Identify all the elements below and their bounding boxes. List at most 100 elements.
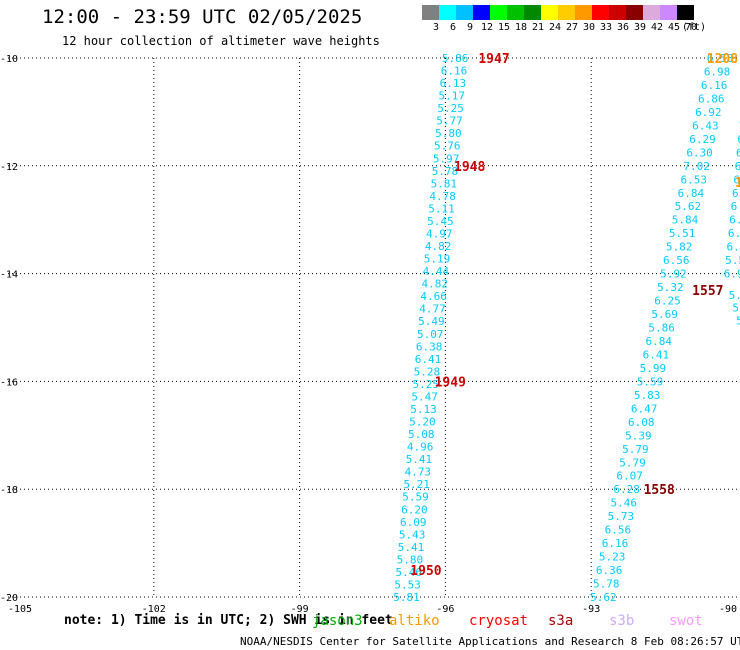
wave-height-value: 6.09: [400, 516, 427, 529]
lon-tick-label: -102: [142, 604, 166, 615]
wave-height-value: 5.81: [393, 591, 420, 604]
wave-height-value: 4.96: [407, 441, 434, 454]
legend-tick-label: 15: [498, 22, 511, 33]
legend-tick-label: 36: [617, 22, 630, 33]
legend-tick-label: 39: [634, 22, 647, 33]
legend-swatch: [439, 5, 456, 20]
wave-height-value: 5.62: [590, 591, 617, 604]
lat-tick-label: -12: [0, 162, 18, 173]
wave-height-value: 5.62: [675, 200, 702, 213]
wave-height-value: 6.36: [596, 564, 623, 577]
wave-height-value: 6.16: [441, 65, 468, 78]
legend-tick-label: 70: [685, 22, 698, 33]
legend-swatch: [558, 5, 575, 20]
wave-height-value: 5.45: [427, 215, 454, 228]
wave-height-value: 4.82: [422, 278, 449, 291]
footer-credit: NOAA/NESDIS Center for Satellite Applica…: [240, 635, 740, 648]
wave-height-value: 6.38: [416, 340, 443, 353]
note-text: note: 1) Time is in UTC; 2) SWH is in fe…: [64, 613, 393, 628]
lat-tick-label: -10: [0, 54, 18, 65]
lat-tick-label: -16: [0, 377, 18, 388]
lon-tick-label: -93: [582, 604, 600, 615]
lon-tick-label: -105: [8, 604, 32, 615]
legend-swatch: [660, 5, 677, 20]
orbit-number-label: 1558: [644, 483, 675, 498]
wave-height-value: 5.13: [410, 403, 437, 416]
wave-height-value: 6.16: [602, 537, 629, 550]
wave-height-value: 5.79: [622, 443, 649, 456]
wave-height-value: 6.29: [689, 133, 716, 146]
wave-height-value: 5.11: [428, 202, 455, 215]
wave-height-value: 5.97: [433, 152, 460, 165]
legend-tick-label: 24: [549, 22, 562, 33]
wave-height-value: 6.08: [628, 416, 655, 429]
wave-height-value: 4.82: [425, 240, 452, 253]
legend-tick-label: 30: [583, 22, 596, 33]
wave-height-value: 5.51: [669, 227, 696, 240]
wave-height-value: 6.47: [631, 402, 658, 415]
wave-height-value: 5.77: [436, 115, 463, 128]
wave-height-value: 5.19: [424, 253, 451, 266]
wave-height-value: 5.92: [660, 268, 687, 281]
wave-height-value: 6.25: [654, 295, 681, 308]
satellite-label-altiko: altiko: [389, 613, 440, 629]
wave-height-value: 5.80: [435, 127, 462, 140]
legend-tick-label: 45: [668, 22, 681, 33]
wave-height-value: 6.46: [728, 227, 740, 240]
legend-swatch: [592, 5, 609, 20]
wave-height-value: 5.53: [394, 578, 421, 591]
legend-tick-label: 42: [651, 22, 664, 33]
legend-swatch: [456, 5, 473, 20]
wave-height-value: 5.32: [657, 281, 684, 294]
wave-height-value: 6.17: [732, 187, 740, 200]
wave-height-value: 5.86: [648, 322, 675, 335]
legend-tick-label: 27: [566, 22, 579, 33]
wave-height-value: 6.90: [724, 268, 740, 281]
legend-tick-label: 33: [600, 22, 613, 33]
wave-height-value: 5.25: [437, 102, 464, 115]
wave-height-value: 5.47: [411, 390, 438, 403]
legend-unit-label: (ft): [682, 22, 707, 33]
wave-height-value: 5.59: [637, 375, 664, 388]
wave-height-value: 5.82: [666, 241, 693, 254]
wave-height-value: 6.53: [680, 173, 707, 186]
wave-height-value: 5.20: [409, 416, 436, 429]
wave-height-value: 4.73: [405, 466, 432, 479]
legend-swatch: [473, 5, 490, 20]
wave-height-value: 5.32: [729, 289, 740, 302]
legend-tick-label: 6: [450, 22, 457, 33]
wave-height-value: 5.23: [599, 551, 626, 564]
wave-height-value: 4.77: [419, 303, 446, 316]
wave-height-value: 6.41: [643, 348, 670, 361]
wave-height-value: 6.43: [692, 119, 719, 132]
wave-height-value: 6.86: [698, 92, 725, 105]
orbit-number-label: 1947: [478, 52, 509, 67]
wave-height-value: 6.30: [686, 146, 713, 159]
legend-swatch: [575, 5, 592, 20]
orbit-number-label: 1949: [435, 375, 466, 390]
wave-height-value: 5.86: [442, 52, 469, 65]
orbit-number-label: 1208: [707, 52, 738, 67]
wave-height-value: 6.41: [415, 353, 442, 366]
wave-height-value: 6.01: [735, 160, 740, 173]
wave-height-value: 4.44: [423, 265, 450, 278]
wave-height-value: 5.21: [403, 478, 430, 491]
wave-height-value: 6.46: [736, 146, 740, 159]
wave-height-value: 5.76: [434, 140, 461, 153]
wave-height-value: 4.78: [429, 190, 456, 203]
legend-swatch: [524, 5, 541, 20]
wave-height-value: 5.78: [432, 165, 459, 178]
wave-height-value: 6.02: [726, 241, 740, 254]
lat-tick-label: -20: [0, 593, 18, 604]
wave-height-value: 5.17: [438, 90, 465, 103]
lon-tick-label: -90: [719, 604, 737, 615]
wave-height-value: 4.66: [420, 290, 447, 303]
wave-height-value: 6.56: [605, 524, 632, 537]
legend-swatch: [677, 5, 694, 20]
wave-height-value: 5.94: [736, 314, 740, 327]
wave-height-value: 5.56: [725, 254, 740, 267]
wave-height-value: 5.83: [634, 389, 661, 402]
legend-tick-label: 12: [481, 22, 494, 33]
satellite-label-swot: swot: [669, 613, 703, 629]
wave-height-value: 5.08: [408, 428, 435, 441]
